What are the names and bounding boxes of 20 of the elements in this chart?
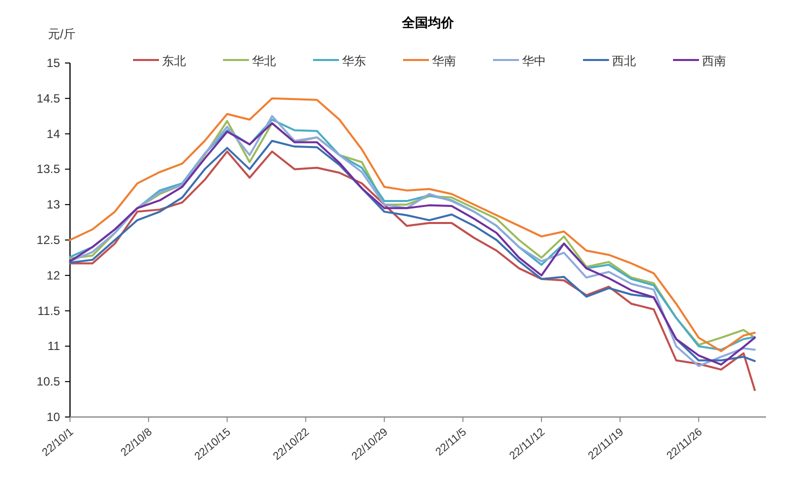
y-tick-label: 10 — [46, 410, 60, 424]
y-tick-label: 11 — [48, 339, 60, 354]
legend-label: 西南 — [702, 54, 726, 68]
y-axis-title: 元/斤 — [48, 27, 76, 41]
y-tick-label: 11.5 — [38, 304, 60, 318]
y-tick-label: 12.5 — [36, 233, 60, 247]
chart-title: 全国均价 — [401, 15, 455, 30]
legend-label: 华中 — [522, 54, 546, 68]
legend-label: 华东 — [342, 54, 366, 68]
legend-label: 华北 — [252, 54, 276, 68]
legend-label: 华南 — [432, 54, 456, 68]
y-tick-label: 13 — [46, 198, 60, 212]
y-tick-label: 12 — [46, 268, 60, 282]
y-tick-label: 13.5 — [36, 162, 60, 176]
y-tick-label: 14 — [46, 126, 60, 141]
y-tick-label: 10.5 — [36, 374, 60, 389]
legend-label: 东北 — [162, 54, 186, 68]
y-tick-label: 14.5 — [36, 91, 60, 106]
legend-label: 西北 — [612, 54, 636, 68]
y-tick-label: 15 — [46, 56, 60, 70]
